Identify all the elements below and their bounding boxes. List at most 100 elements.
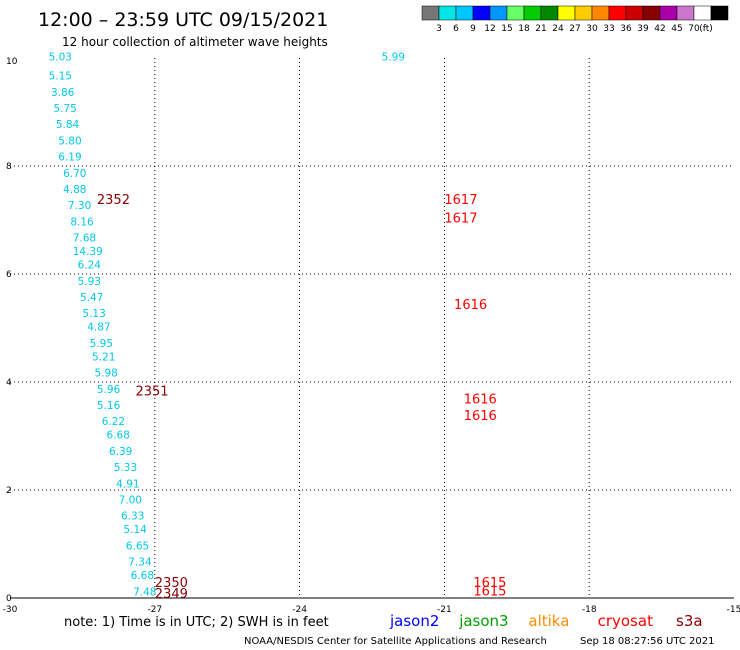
wave-height-label: 6.65 [126, 540, 149, 552]
wave-height-label: 5.13 [82, 308, 105, 320]
plot-marks: 5.03 5.15 3.86 5.75 5.84 5.80 6.19 6.70 4.88 7.30… [49, 52, 507, 602]
color-swatch [608, 5, 627, 21]
x-tick-label: -27 [147, 605, 162, 615]
x-tick-label: -24 [292, 605, 307, 615]
wave-height-label: 5.15 [49, 71, 72, 83]
color-scale-label: 45 [671, 24, 682, 34]
y-tick-label: 2 [6, 486, 12, 496]
wave-height-label: 4.91 [116, 478, 139, 490]
wave-height-label: 6.22 [102, 416, 125, 428]
color-swatch [659, 5, 678, 21]
time-label: 1615 [473, 584, 506, 599]
legend-entry: cryosat [598, 612, 653, 630]
wave-height-label: 5.16 [97, 400, 121, 412]
time-label: 1616 [464, 409, 497, 424]
chart-header: 12:00 – 23:59 UTC 09/15/2021 12 hour coll… [38, 9, 328, 49]
time-label: 1616 [454, 298, 487, 313]
x-tick-label: -18 [582, 605, 597, 615]
chart-subtitle: 12 hour collection of altimeter wave hei… [62, 35, 328, 49]
color-scale-label: 39 [637, 24, 649, 34]
color-scale: 3 6 9 12 15 18 21 24 27 30 33 36 39 42 45 70 (ft) [421, 5, 729, 34]
color-swatch [676, 5, 695, 21]
color-swatch [455, 5, 474, 21]
wave-height-label: 6.19 [58, 152, 81, 164]
wave-height-label: 5.33 [114, 462, 137, 474]
color-scale-label: 33 [603, 24, 614, 34]
wave-height-label: 7.68 [73, 233, 96, 245]
color-swatch [625, 5, 644, 21]
wave-height-label: 6.33 [121, 511, 144, 523]
wave-height-label: 6.68 [107, 430, 130, 442]
legend-entry: jason3 [458, 612, 508, 630]
wave-height-label: 5.80 [58, 135, 81, 147]
wave-height-label: 7.48 [133, 586, 156, 598]
wave-height-label: 5.99 [382, 52, 405, 64]
color-swatch [693, 5, 712, 21]
color-scale-label: 3 [436, 24, 442, 34]
x-tick-label: -15 [727, 605, 740, 615]
wave-height-label: 6.68 [131, 570, 154, 582]
color-scale-label: 21 [535, 24, 546, 34]
wave-height-label: 14.39 [73, 246, 103, 258]
color-swatch [574, 5, 593, 21]
time-label: 1616 [464, 393, 497, 408]
color-swatch [540, 5, 559, 21]
color-scale-label: 9 [470, 24, 476, 34]
time-label: 2349 [155, 587, 188, 602]
wave-height-label: 3.86 [51, 87, 75, 99]
color-swatch [557, 5, 576, 21]
wave-height-label: 4.88 [63, 184, 86, 196]
y-tick-label: 8 [6, 162, 12, 172]
y-tick-label: 0 [6, 594, 12, 604]
x-tick-label: -21 [437, 605, 452, 615]
time-label: 2352 [97, 193, 130, 208]
color-scale-label: 6 [453, 24, 459, 34]
footer-note: note: 1) Time is in UTC; 2) SWH is in fe… [64, 615, 329, 630]
color-scale-label: 36 [620, 24, 632, 34]
time-label: 1617 [444, 212, 477, 227]
color-scale-label: 12 [484, 24, 495, 34]
color-scale-label: 70 [688, 24, 700, 34]
legend-entry: s3a [676, 612, 703, 630]
color-scale-label: 30 [586, 24, 598, 34]
color-swatch [710, 5, 729, 21]
wave-height-label: 5.84 [56, 119, 80, 131]
color-swatch [421, 5, 440, 21]
color-scale-label: 15 [501, 24, 512, 34]
time-label: 2350 [155, 576, 188, 591]
color-scale-unit: (ft) [699, 24, 713, 34]
wave-height-label: 5.75 [53, 103, 76, 115]
wave-height-label: 7.30 [68, 200, 91, 212]
wave-height-label: 5.21 [92, 351, 115, 363]
chart-title: 12:00 – 23:59 UTC 09/15/2021 [38, 9, 328, 31]
color-swatch [438, 5, 457, 21]
y-tick-label: 4 [6, 378, 12, 388]
wave-height-label: 5.98 [94, 368, 117, 380]
color-swatch [523, 5, 542, 21]
chart-footer: note: 1) Time is in UTC; 2) SWH is in fe… [64, 612, 714, 647]
time-label: 2351 [135, 385, 168, 400]
color-swatch [472, 5, 491, 21]
color-scale-label: 42 [654, 24, 665, 34]
time-label: 1617 [444, 193, 477, 208]
wave-height-label: 5.03 [49, 52, 72, 64]
wave-height-label: 5.47 [80, 292, 103, 304]
wave-height-label: 5.96 [97, 384, 121, 396]
color-scale-label: 18 [518, 24, 530, 34]
time-label: 1615 [473, 576, 506, 591]
color-swatch [489, 5, 508, 21]
y-tick-label: 10 [6, 57, 18, 67]
color-swatch [591, 5, 610, 21]
wave-height-label: 8.16 [70, 216, 94, 228]
wave-height-label: 7.34 [128, 557, 152, 569]
color-scale-label: 27 [569, 24, 580, 34]
legend-entry: altika [528, 612, 569, 630]
color-swatch [642, 5, 661, 21]
wave-height-label: 5.14 [123, 524, 147, 536]
color-swatch [506, 5, 525, 21]
color-scale-label: 24 [552, 24, 564, 34]
x-tick-label: -30 [3, 605, 18, 615]
wave-height-label: 6.39 [109, 446, 132, 458]
wave-height-label: 5.93 [78, 276, 101, 288]
